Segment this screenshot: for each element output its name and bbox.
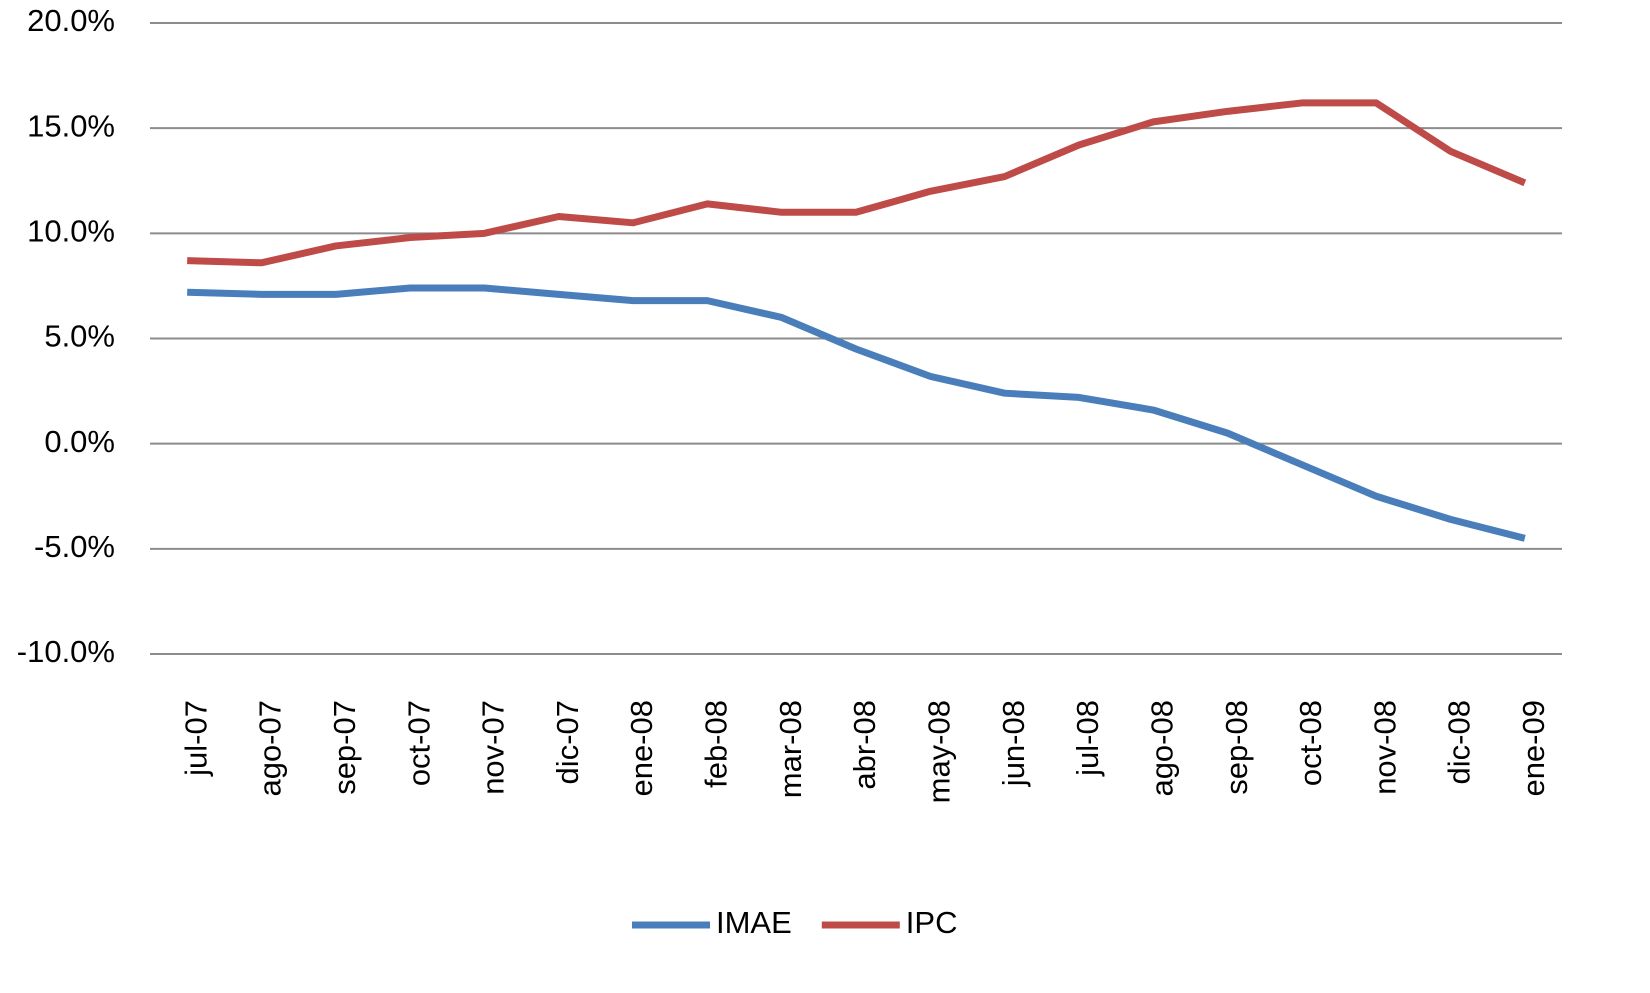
x-tick-label: mar-08 (773, 700, 808, 798)
legend-label: IMAE (716, 905, 792, 940)
x-tick-label: dic-08 (1442, 700, 1477, 784)
x-tick-label: jul-07 (178, 700, 213, 777)
x-tick-label: sep-07 (327, 700, 362, 795)
x-tick-label: jul-08 (1070, 700, 1105, 777)
y-tick-label: 20.0% (27, 3, 115, 38)
x-tick-label: ene-08 (624, 700, 659, 797)
x-tick-label: dic-07 (550, 700, 585, 784)
x-tick-label: may-08 (922, 700, 957, 803)
y-tick-label: 0.0% (44, 424, 115, 459)
data-line (187, 99, 1527, 267)
x-tick-label: nov-08 (1367, 700, 1402, 795)
x-tick-label: ago-07 (253, 700, 288, 797)
x-tick-label: oct-08 (1293, 700, 1328, 786)
y-tick-label: 15.0% (27, 108, 115, 143)
x-tick-label: sep-08 (1219, 700, 1254, 795)
x-tick-label: abr-08 (847, 700, 882, 790)
data-line (187, 284, 1526, 542)
y-tick-label: -5.0% (34, 529, 115, 564)
x-tick-label: jun-08 (996, 700, 1031, 787)
legend-label: IPC (906, 905, 958, 940)
x-tick-label: feb-08 (699, 700, 734, 788)
y-tick-label: 5.0% (44, 319, 115, 354)
x-tick-label: ene-09 (1516, 700, 1551, 797)
x-tick-label: oct-07 (401, 700, 436, 786)
x-tick-label: ago-08 (1144, 700, 1179, 797)
y-tick-label: -10.0% (17, 634, 115, 669)
y-tick-label: 10.0% (27, 214, 115, 249)
x-tick-label: nov-07 (476, 700, 511, 795)
